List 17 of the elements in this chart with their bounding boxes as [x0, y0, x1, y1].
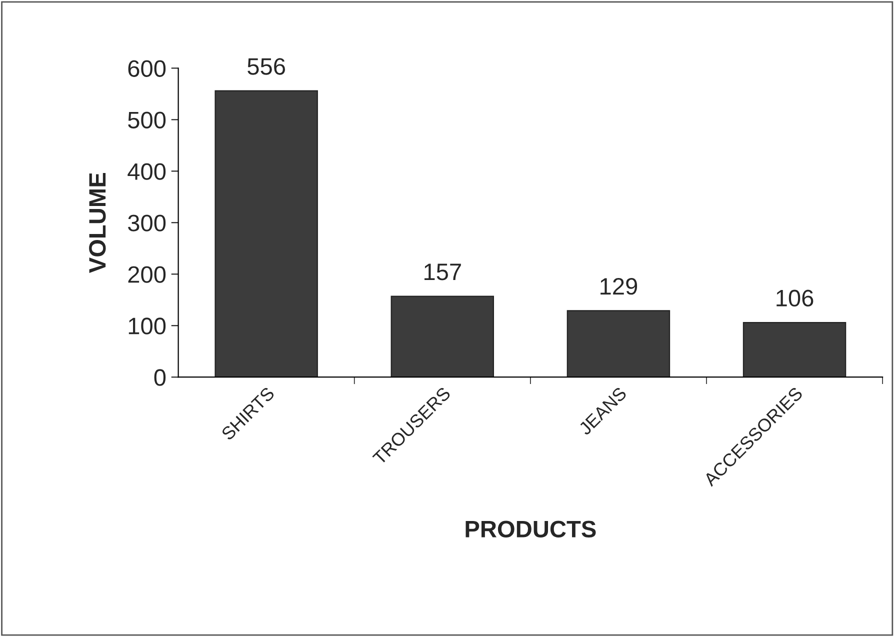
x-axis-title: PRODUCTS [466, 520, 596, 538]
y-axis-title: VOLUME [89, 173, 106, 273]
y-tick-label: 500 [128, 112, 166, 128]
data-label: 556 [248, 58, 285, 75]
y-tick-label: 300 [128, 214, 166, 232]
data-label: 157 [424, 264, 461, 280]
data-label: 129 [600, 278, 638, 295]
y-tick-label: 0 [154, 369, 166, 386]
bar [742, 322, 846, 378]
y-tick-label: 600 [128, 60, 166, 77]
bar [214, 90, 318, 378]
bar [390, 296, 494, 378]
bar [566, 310, 670, 378]
y-tick-label: 200 [128, 266, 166, 283]
data-label: 106 [776, 290, 814, 307]
y-tick-label: 100 [128, 318, 166, 334]
y-tick-label: 400 [128, 163, 166, 180]
